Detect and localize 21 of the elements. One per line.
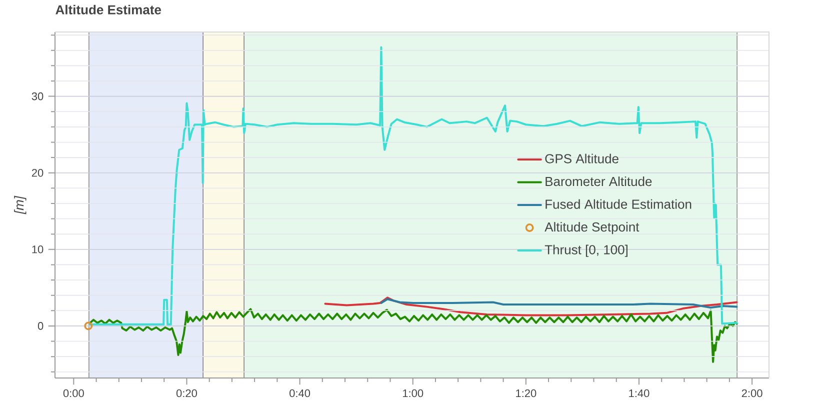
- legend-label: Fused Altitude Estimation: [546, 199, 692, 209]
- y-tick-label: 10: [32, 246, 44, 254]
- x-tick-label: 0:20: [176, 389, 197, 398]
- line-series: [89, 46, 738, 326]
- line-series: [324, 296, 738, 316]
- legend-label: Altitude Setpoint: [544, 222, 640, 234]
- x-tick-label: 1:40: [629, 389, 650, 398]
- x-tick-label: 1:20: [516, 389, 536, 398]
- x-tick-label: 2:00: [742, 389, 762, 398]
- legend-label: Thrust [0, 100]: [544, 244, 628, 257]
- y-tick-label: 30: [32, 92, 44, 100]
- legend-label: Barometer Altitude: [546, 176, 652, 186]
- y-tick-label: 20: [32, 168, 44, 177]
- x-tick-label: 0:40: [290, 389, 310, 398]
- legend-label: GPS Altitude: [545, 154, 618, 164]
- y-axis-title: [m]: [14, 196, 26, 214]
- x-tick-label: 0:00: [63, 389, 84, 398]
- y-tick-label: 0: [38, 322, 44, 330]
- x-tick-label: 1:00: [402, 389, 424, 398]
- chart-title: Altitude Estimate: [56, 4, 162, 14]
- line-series: [89, 308, 738, 363]
